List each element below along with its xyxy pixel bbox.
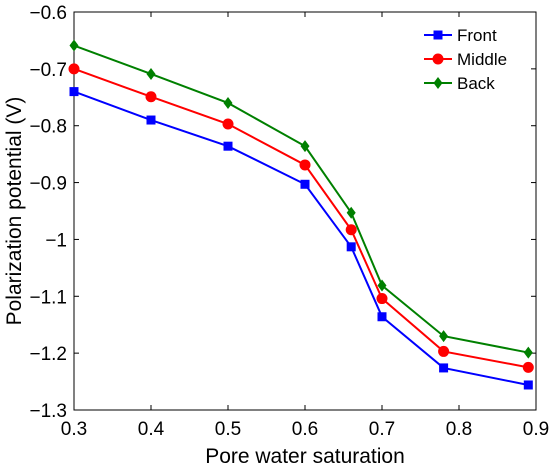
data-point-front bbox=[523, 380, 533, 390]
legend-marker-front bbox=[433, 30, 443, 40]
data-point-front bbox=[439, 363, 449, 373]
y-tick-label: −1 bbox=[45, 230, 67, 251]
data-point-middle bbox=[145, 91, 157, 103]
legend: Front Middle Back bbox=[424, 26, 507, 93]
y-axis: −0.6 −0.7 −0.8 −0.9 −1 −1.1 −1.2 −1.3 bbox=[29, 3, 536, 422]
x-tick-label: 0.6 bbox=[292, 419, 318, 440]
y-tick-label: −1.1 bbox=[29, 287, 67, 308]
data-point-front bbox=[223, 141, 233, 151]
series-line-back bbox=[73, 44, 529, 354]
data-point-middle bbox=[68, 63, 80, 75]
data-point-middle bbox=[376, 293, 388, 305]
y-tick-label: −0.8 bbox=[29, 117, 67, 138]
data-point-back bbox=[223, 96, 233, 109]
legend-label-back: Back bbox=[457, 74, 495, 93]
series-back bbox=[69, 39, 533, 359]
data-point-front bbox=[346, 242, 356, 252]
data-point-front bbox=[69, 87, 79, 97]
data-point-middle bbox=[299, 159, 311, 171]
series-layer bbox=[68, 39, 534, 390]
x-tick-label: 0.3 bbox=[61, 419, 87, 440]
legend-marker-back bbox=[433, 77, 443, 89]
legend-item-back: Back bbox=[424, 74, 495, 93]
data-point-back bbox=[523, 346, 533, 359]
y-tick-label: −0.9 bbox=[29, 174, 67, 195]
data-point-back bbox=[69, 39, 79, 52]
x-tick-label: 0.9 bbox=[523, 419, 549, 440]
legend-item-front: Front bbox=[424, 26, 497, 45]
series-line-front bbox=[73, 90, 529, 386]
y-tick-label: −1.3 bbox=[29, 401, 67, 422]
y-tick-label: −0.7 bbox=[29, 60, 67, 81]
x-tick-label: 0.7 bbox=[369, 419, 395, 440]
legend-marker-middle bbox=[432, 53, 444, 65]
data-point-back bbox=[439, 330, 449, 343]
x-tick-label: 0.8 bbox=[446, 419, 472, 440]
data-point-front bbox=[300, 179, 310, 189]
legend-label-middle: Middle bbox=[457, 50, 507, 69]
legend-item-middle: Middle bbox=[424, 50, 507, 69]
data-point-middle bbox=[522, 361, 534, 373]
series-line-middle bbox=[73, 67, 529, 369]
data-point-middle bbox=[222, 118, 234, 130]
series-middle bbox=[68, 63, 534, 373]
data-point-middle bbox=[345, 224, 357, 236]
data-point-front bbox=[146, 115, 156, 125]
data-point-middle bbox=[438, 345, 450, 357]
x-axis-title: Pore water saturation bbox=[205, 445, 405, 468]
x-axis: 0.3 0.4 0.5 0.6 0.7 0.8 0.9 bbox=[61, 12, 549, 440]
data-point-back bbox=[346, 206, 356, 219]
data-point-back bbox=[146, 67, 156, 80]
y-tick-label: −0.6 bbox=[29, 3, 67, 24]
data-point-back bbox=[300, 140, 310, 153]
x-tick-label: 0.4 bbox=[138, 419, 165, 440]
x-tick-label: 0.5 bbox=[215, 419, 241, 440]
legend-label-front: Front bbox=[457, 26, 497, 45]
y-axis-title: Polarization potential (V) bbox=[3, 97, 26, 326]
series-front bbox=[69, 87, 533, 390]
data-point-back bbox=[377, 279, 387, 292]
y-tick-label: −1.2 bbox=[29, 344, 67, 365]
data-point-front bbox=[377, 312, 387, 322]
